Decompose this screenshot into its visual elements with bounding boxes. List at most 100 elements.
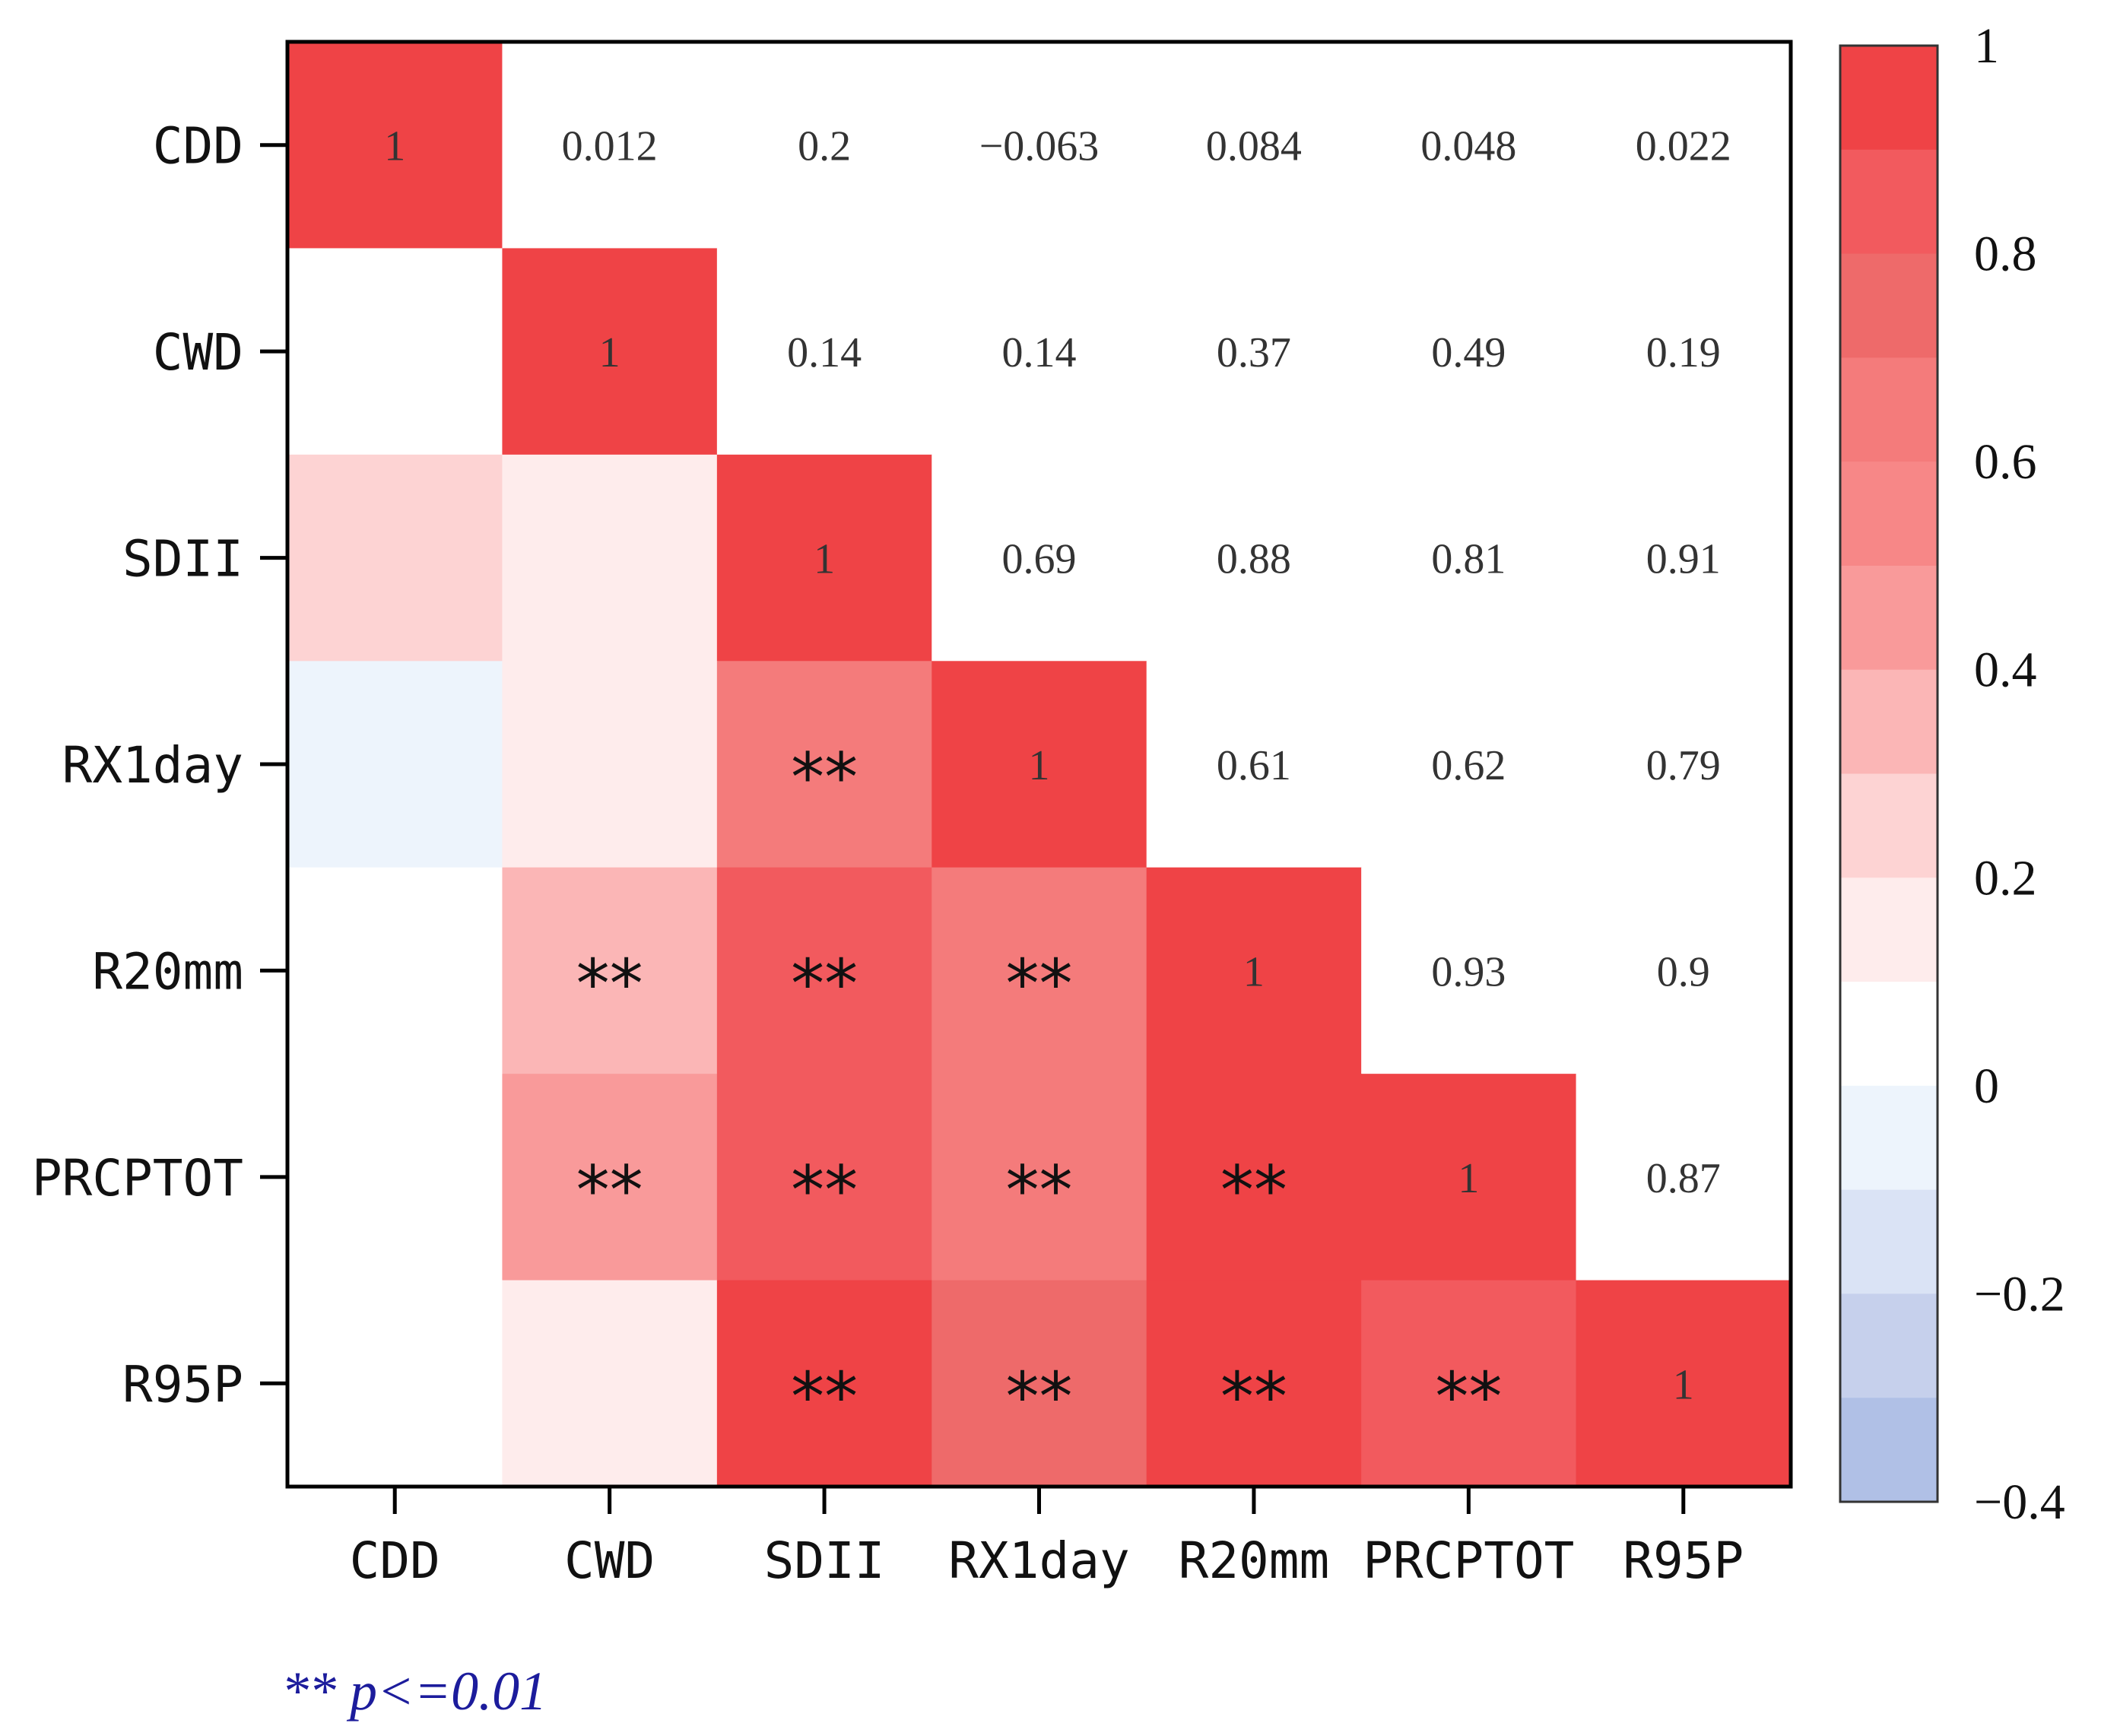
heatmap-cell <box>1576 661 1792 868</box>
heatmap-cell <box>931 661 1147 868</box>
heatmap-cell <box>931 248 1147 455</box>
heatmap-cell <box>287 454 503 662</box>
heatmap-cell <box>931 867 1147 1074</box>
x-tick-label: RX1day <box>948 1531 1129 1590</box>
y-tick-label: CWD <box>153 323 243 382</box>
heatmap-cell <box>287 248 503 455</box>
heatmap-cell <box>716 661 932 868</box>
correlation-value-label: 0.084 <box>1206 123 1302 170</box>
correlation-value-label: 0.79 <box>1646 742 1721 789</box>
colorbar-band <box>1840 565 1938 671</box>
colorbar-tick-label: −0.4 <box>1974 1474 2065 1530</box>
colorbar: 1 0.8 0.6 0.4 0.2 0 −0.2 −0.4 <box>1839 18 2065 1530</box>
significance-mark: ** <box>791 1357 858 1436</box>
x-tick-label: PRCPTOT <box>1363 1531 1574 1590</box>
correlation-value-label: 0.93 <box>1431 948 1506 995</box>
significance-mark: ** <box>791 738 858 817</box>
correlation-value-label: 0.49 <box>1431 329 1506 376</box>
heatmap-cell <box>931 1074 1147 1281</box>
heatmap-cell <box>1146 454 1362 662</box>
correlation-value-label: 0.022 <box>1636 123 1731 170</box>
colorbar-band <box>1840 357 1938 462</box>
correlation-value-label: 0.048 <box>1420 123 1516 170</box>
heatmap-cell <box>1361 248 1577 455</box>
heatmap-cell <box>287 867 503 1074</box>
heatmap-cell <box>1576 248 1792 455</box>
correlation-value-label: 0.012 <box>562 123 658 170</box>
x-axis: CDD CWD SDII RX1day R20mm PRCPTOT R95P <box>350 1487 1744 1590</box>
significance-mark: ** <box>1435 1357 1502 1436</box>
significance-mark: ** <box>1006 1357 1073 1436</box>
heatmap-cell <box>1576 1280 1792 1487</box>
heatmap-cell <box>716 248 932 455</box>
heatmap-cell <box>502 867 718 1074</box>
heatmap-cell <box>1146 1074 1362 1281</box>
y-axis: CDD CWD SDII RX1day R20mm PRCPTOT R95P <box>32 117 287 1414</box>
y-tick-label: CDD <box>153 117 243 176</box>
colorbar-band <box>1840 1293 1938 1398</box>
x-tick-label: CWD <box>564 1531 655 1590</box>
colorbar-band <box>1840 149 1938 255</box>
correlation-value-label: 1 <box>1029 742 1050 789</box>
heatmap-cell <box>1361 1074 1577 1281</box>
colorbar-tick-label: 1 <box>1974 18 1999 74</box>
correlation-value-label: 0.2 <box>798 123 851 170</box>
heatmap-cell <box>1146 248 1362 455</box>
colorbar-band <box>1840 982 1938 1087</box>
colorbar-tick-label: 0.8 <box>1974 227 2037 282</box>
significance-mark: ** <box>1006 1151 1073 1230</box>
significance-mark: ** <box>576 1151 643 1230</box>
colorbar-band <box>1840 46 1938 151</box>
heatmap-cell <box>716 454 932 662</box>
correlation-value-label: 0.62 <box>1431 742 1506 789</box>
x-tick-label: CDD <box>350 1531 440 1590</box>
heatmap-cells <box>287 42 1792 1487</box>
heatmap-cell <box>1146 1280 1362 1487</box>
heatmap-cell <box>931 1280 1147 1487</box>
heatmap-cell <box>1361 454 1577 662</box>
y-tick-label: R95P <box>122 1355 243 1414</box>
correlation-value-label: 0.61 <box>1217 742 1291 789</box>
correlation-value-label: 0.91 <box>1646 536 1721 583</box>
y-tick-label: SDII <box>122 530 243 589</box>
correlation-value-label: −0.063 <box>979 123 1100 170</box>
heatmap-cell <box>1146 42 1362 249</box>
heatmap-cell <box>716 1280 932 1487</box>
colorbar-band <box>1840 878 1938 982</box>
heatmap-cell <box>716 1074 932 1281</box>
significance-mark: ** <box>1006 944 1073 1023</box>
heatmap-cell <box>502 1074 718 1281</box>
colorbar-band <box>1840 1398 1938 1503</box>
significance-note: ** p<=0.01 <box>281 1661 547 1722</box>
correlation-value-label: 0.88 <box>1217 536 1291 583</box>
x-tick-label: R95P <box>1623 1531 1744 1590</box>
correlation-value-label: 0.37 <box>1217 329 1291 376</box>
correlation-value-label: 1 <box>384 123 405 170</box>
correlation-value-label: 0.19 <box>1646 329 1721 376</box>
correlation-value-label: 0.14 <box>1002 329 1077 376</box>
colorbar-tick-label: 0.4 <box>1974 643 2037 698</box>
cell-labels: 1 0.012 0.2 −0.063 0.084 0.048 0.022 1 0.14 0.14 0… <box>384 123 1731 1436</box>
heatmap-cell <box>1576 1074 1792 1281</box>
significance-mark: ** <box>576 944 643 1023</box>
correlation-value-label: 0.14 <box>787 329 862 376</box>
significance-mark: ** <box>1220 1151 1287 1230</box>
heatmap-cell <box>1361 867 1577 1074</box>
heatmap-cell <box>502 42 718 249</box>
correlation-value-label: 0.87 <box>1646 1155 1721 1202</box>
heatmap-cell <box>716 42 932 249</box>
significance-mark: ** <box>1220 1357 1287 1436</box>
colorbar-tick-label: 0 <box>1974 1058 1999 1114</box>
colorbar-band <box>1840 253 1938 358</box>
correlation-value-label: 1 <box>1673 1361 1694 1408</box>
y-tick-label: RX1day <box>62 736 243 795</box>
heatmap-cell <box>716 867 932 1074</box>
colorbar-band <box>1840 669 1938 775</box>
colorbar-frame <box>1839 44 1939 1503</box>
heatmap-cell <box>931 42 1147 249</box>
heatmap-cell <box>287 1074 503 1281</box>
heatmap-cell <box>502 1280 718 1487</box>
colorbar-band <box>1840 1189 1938 1295</box>
heatmap-cell <box>1146 867 1362 1074</box>
